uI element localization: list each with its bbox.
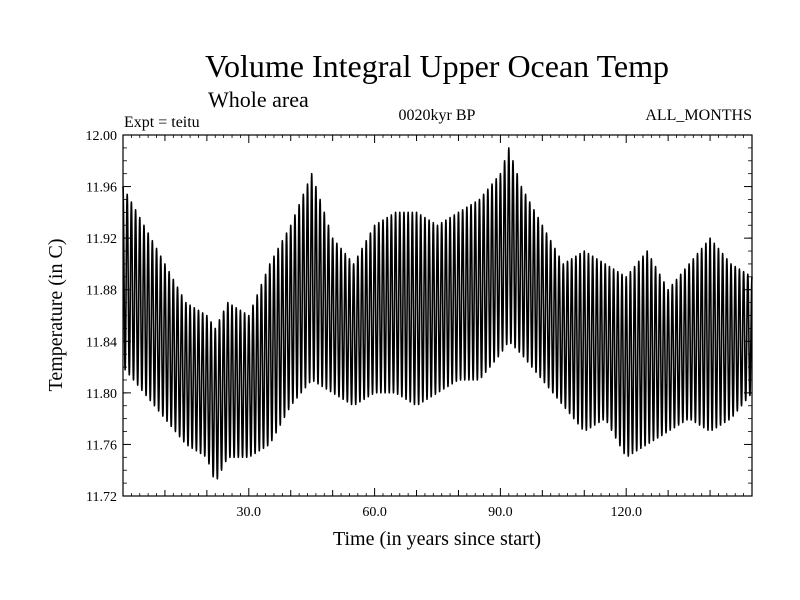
y-axis-label: Temperature (in C) (45, 239, 67, 392)
experiment-label: Expt = teitu (124, 114, 200, 131)
y-tick-label: 11.88 (86, 284, 117, 299)
chart-subtitle: Whole area (208, 87, 309, 112)
axis-layer: 30.0 60.0 90.0 120.0 11.72 11.76 11.80 11.84 11.… (86, 129, 752, 520)
x-tick-label: 30.0 (237, 505, 262, 520)
y-tick-label: 11.80 (86, 387, 117, 402)
data-layer (122, 147, 753, 480)
series-line-0 (122, 147, 753, 480)
x-tick-label: 120.0 (610, 505, 642, 520)
months-label: ALL_MONTHS (645, 107, 752, 124)
x-axis-label: Time (in years since start) (333, 528, 541, 550)
y-tick-label: 11.84 (86, 335, 117, 350)
x-tick-label: 60.0 (362, 505, 387, 520)
y-tick-label: 11.92 (86, 232, 117, 247)
y-tick-label: 11.76 (86, 438, 117, 453)
y-tick-label: 12.00 (86, 129, 118, 144)
chart-title: Volume Integral Upper Ocean Temp (205, 48, 669, 84)
y-tick-label: 11.72 (86, 490, 117, 505)
plot-frame (122, 134, 753, 497)
y-tick-label: 11.96 (86, 181, 117, 196)
x-tick-label: 90.0 (488, 505, 513, 520)
period-label: 0020kyr BP (399, 107, 476, 124)
